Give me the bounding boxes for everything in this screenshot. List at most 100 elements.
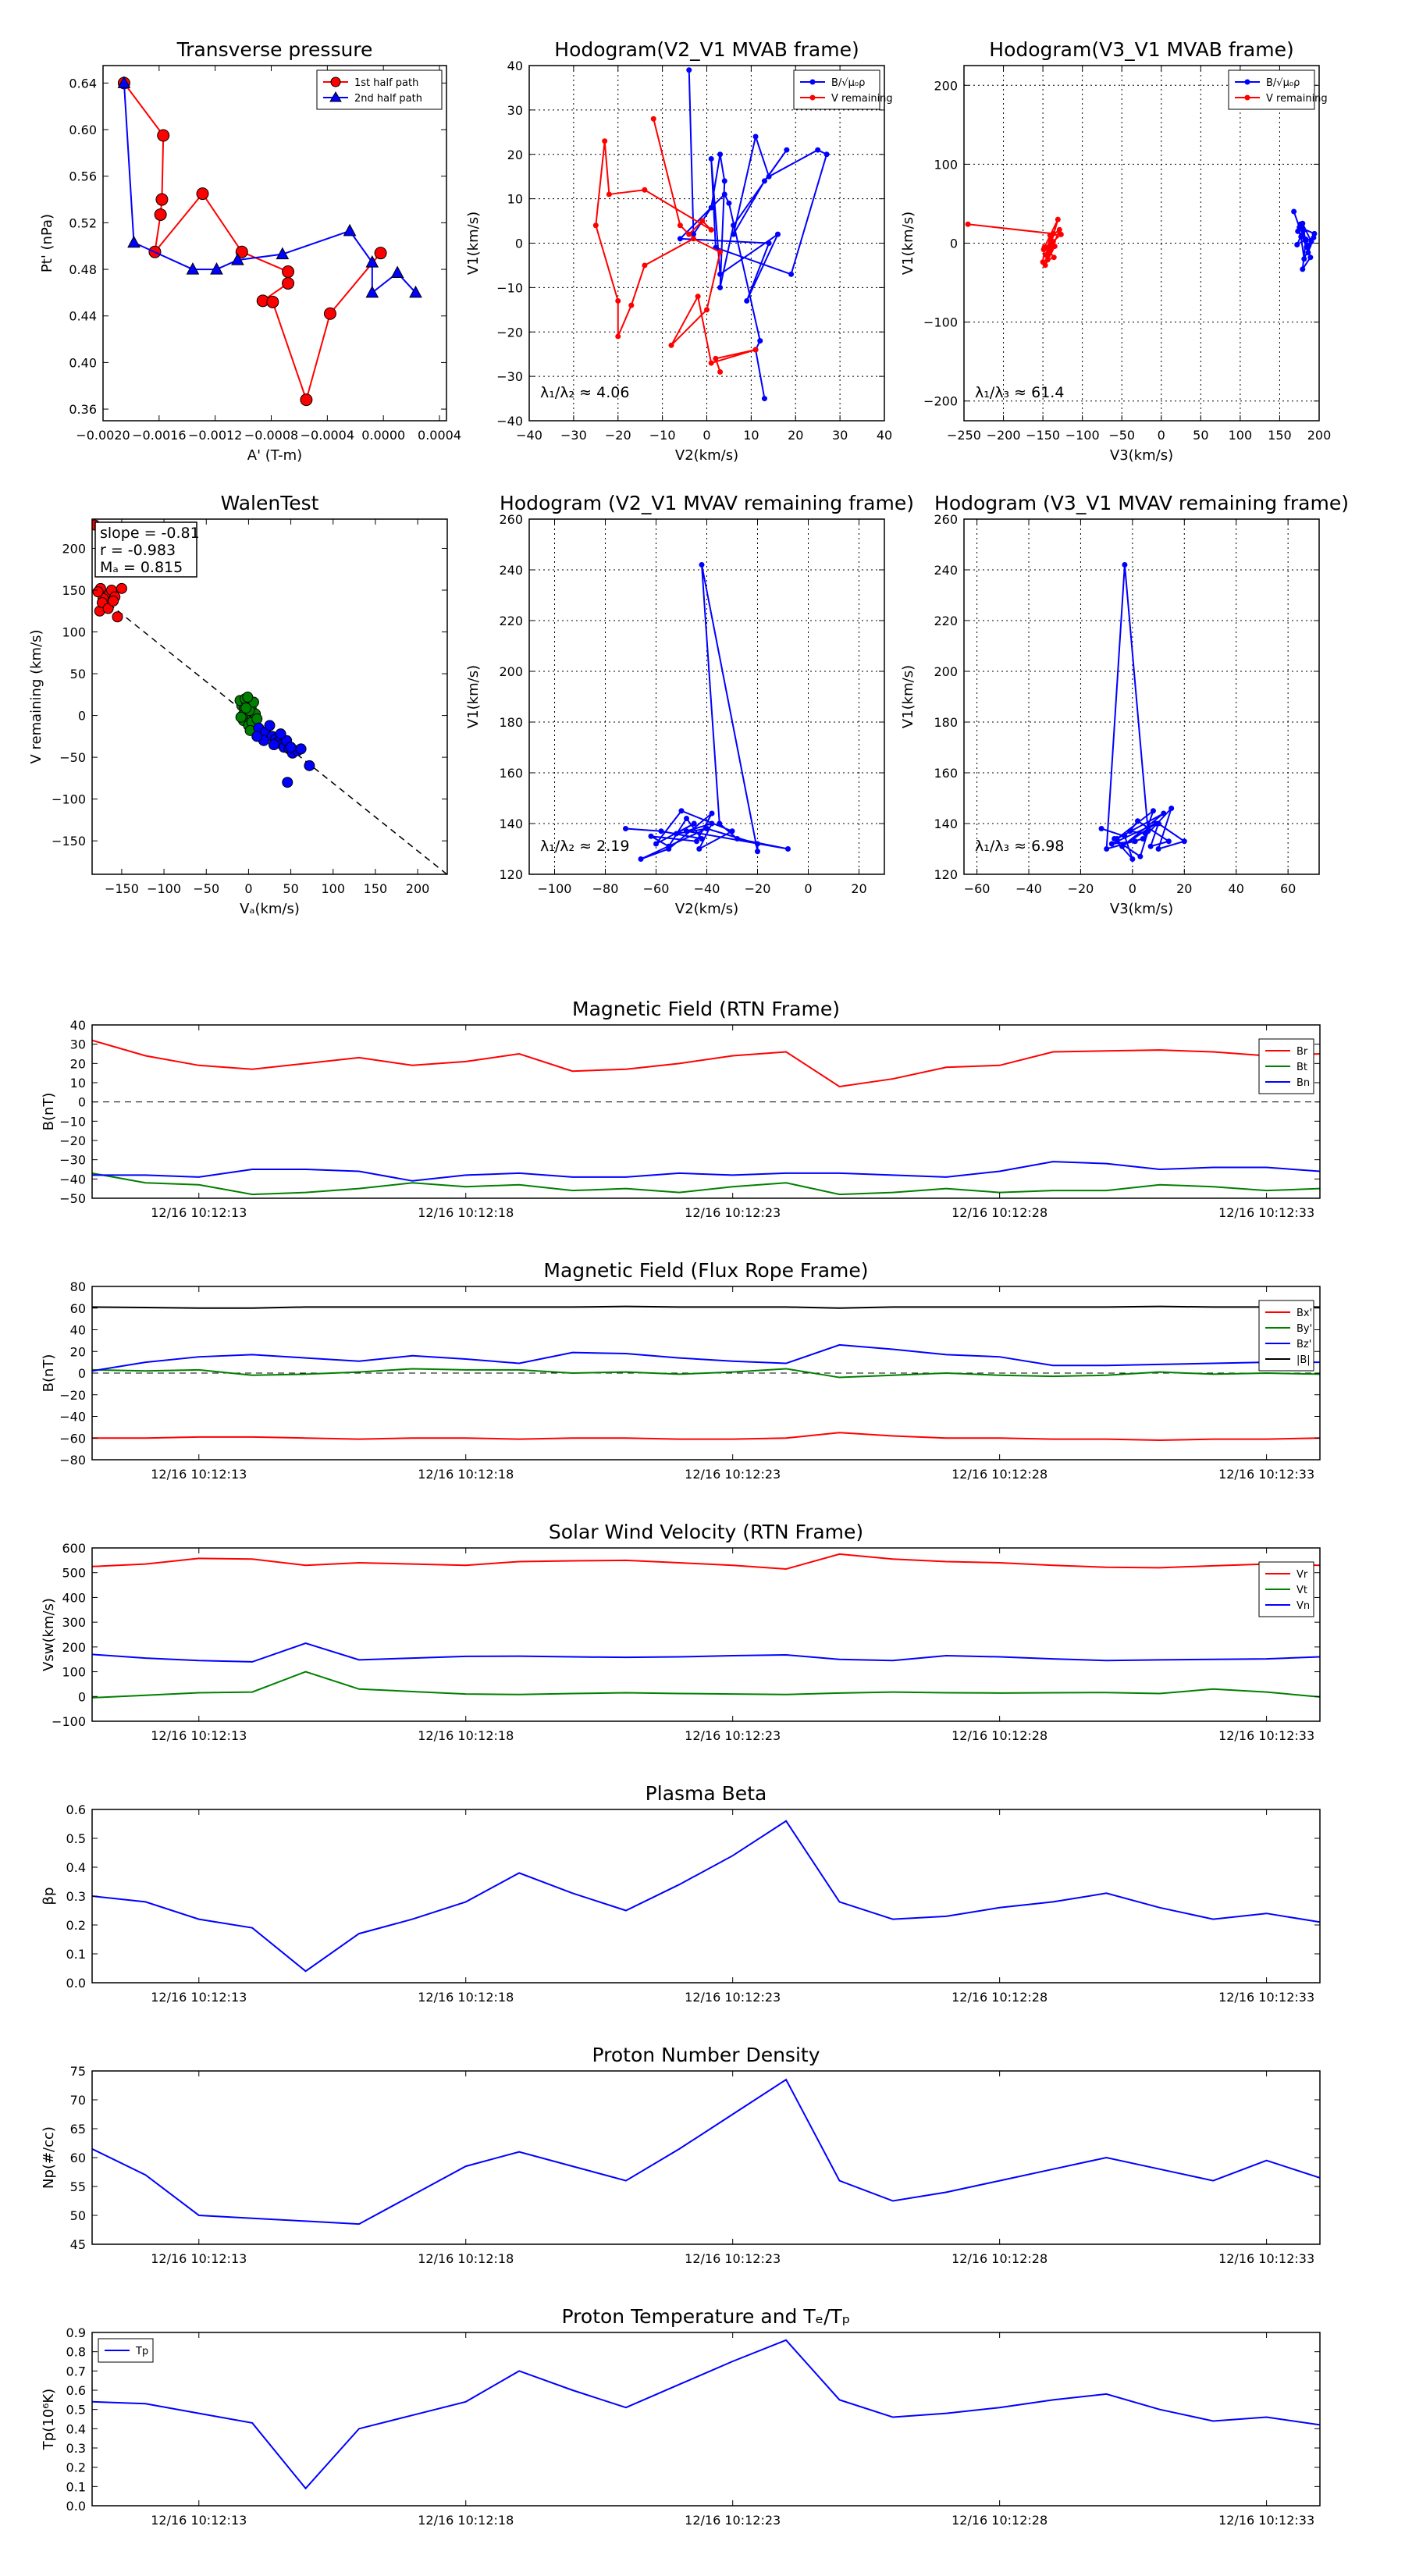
data-point	[1304, 244, 1310, 251]
y-tick-label: −200	[923, 394, 958, 409]
y-tick-label: 0.40	[69, 355, 97, 370]
walen-test-panel: WalenTest −150 −100 −50 0 50 100 150 200 −150 −100…	[28, 492, 448, 917]
y-tick-label: 0.48	[69, 262, 97, 277]
data-point	[117, 76, 131, 88]
axes-frame	[91, 2332, 1321, 2507]
y-tick-label: −80	[59, 1453, 86, 1468]
data-point	[231, 253, 244, 265]
data-point	[784, 147, 790, 153]
data-point	[678, 808, 685, 814]
x-tick-label: 12/16 10:12:18	[418, 2251, 514, 2266]
y-tick-label: 0.52	[69, 215, 97, 230]
data-point	[602, 138, 608, 144]
data-point	[606, 191, 612, 197]
data-point	[1122, 833, 1128, 839]
y-tick-label: 0.64	[69, 76, 97, 91]
legend-marker	[1244, 79, 1250, 85]
y-tick-label: 140	[934, 817, 958, 831]
series-line-Vt	[92, 1670, 1320, 1699]
axes-frame	[91, 1547, 1321, 1722]
y-tick-label: 150	[62, 583, 86, 598]
y-axis-label: V1(km/s)	[465, 212, 482, 275]
legend-label: Bz'	[1297, 1339, 1311, 1350]
data-point	[1140, 836, 1146, 841]
y-tick-label: 180	[499, 715, 523, 730]
axes-frame	[91, 518, 448, 875]
data-point	[186, 262, 200, 275]
eigenvalue-ratio-value: 2.19	[596, 838, 629, 855]
series-line-Bn	[92, 1161, 1320, 1182]
y-tick-label: 45	[70, 2237, 86, 2252]
data-point	[752, 133, 759, 140]
y-tick-label: 20	[70, 1344, 86, 1359]
y-tick-label: −20	[59, 1133, 86, 1148]
eigenvalue-ratio-prefix: λ₁/λ₃ ≈	[975, 838, 1031, 855]
y-tick-label: −100	[52, 1714, 86, 1729]
data-point	[242, 692, 254, 703]
y-tick-label: 60	[70, 1301, 86, 1316]
y-tick-label: 0.0	[66, 2499, 86, 2514]
data-point	[251, 713, 263, 724]
y-tick-label: 100	[934, 157, 958, 172]
x-tick-label: 12/16 10:12:33	[1218, 1990, 1314, 2005]
data-point	[1155, 846, 1161, 852]
data-point	[668, 342, 674, 348]
y-tick-label: 0.56	[69, 169, 97, 184]
eigenvalue-ratio: λ₁/λ₂ ≈ 4.06	[540, 384, 629, 401]
plot-area	[623, 562, 791, 862]
stats-line: slope = -0.81	[100, 525, 200, 542]
data-point	[677, 236, 683, 242]
plot-area	[92, 2339, 1320, 2490]
x-tick-label: −40	[694, 881, 720, 896]
data-point	[1153, 820, 1159, 827]
data-point	[708, 360, 714, 366]
y-tick-label: 65	[70, 2122, 86, 2137]
x-tick-label: 0	[1158, 428, 1165, 443]
data-point	[713, 355, 719, 361]
axes-frame	[91, 1809, 1321, 1984]
x-tick-label: −0.0012	[188, 428, 242, 443]
x-tick-label: 12/16 10:12:23	[685, 2251, 781, 2266]
x-tick-label: 12/16 10:12:28	[951, 2251, 1048, 2266]
data-point	[1055, 216, 1061, 222]
data-point	[823, 151, 830, 158]
y-tick-label: 30	[507, 103, 523, 118]
y-tick-label: 0	[78, 1366, 86, 1381]
magnetic-field-flux-rope-panel: Magnetic Field (Flux Rope Frame) 12/16 10…	[41, 1259, 1321, 1482]
x-tick-label: 12/16 10:12:23	[685, 1205, 781, 1220]
x-tick-label: 200	[406, 881, 430, 896]
y-tick-label: 80	[70, 1279, 86, 1294]
y-tick-label: 0.5	[66, 2403, 86, 2418]
x-tick-label: −40	[1016, 881, 1042, 896]
data-point	[295, 743, 307, 755]
y-tick-label: 180	[934, 715, 958, 730]
data-point	[729, 828, 735, 834]
y-tick-label: 160	[499, 766, 523, 781]
series-line-Bt	[92, 1172, 1320, 1196]
y-tick-label: 200	[62, 1640, 86, 1655]
legend-label: Vn	[1297, 1600, 1310, 1612]
y-tick-label: 0.9	[66, 2325, 86, 2340]
y-tick-label: 0	[950, 237, 958, 251]
data-point	[592, 222, 599, 229]
y-tick-label: 100	[62, 625, 86, 640]
y-tick-label: 200	[499, 664, 523, 679]
plot-area	[92, 1820, 1320, 1973]
eigenvalue-ratio-value: 4.06	[596, 384, 629, 401]
y-tick-label: 0.5	[66, 1831, 86, 1846]
data-point	[623, 826, 628, 831]
x-tick-label: 30	[832, 428, 848, 443]
data-point	[1043, 252, 1049, 258]
x-tick-label: 12/16 10:12:13	[151, 2251, 247, 2266]
data-point	[304, 760, 315, 771]
data-point	[276, 247, 290, 260]
data-point	[251, 731, 263, 742]
series-line-Np	[92, 2078, 1320, 2226]
magnetic-field-rtn-panel: Magnetic Field (RTN Frame) 12/16 10:12:13…	[41, 998, 1321, 1220]
y-tick-label: 0	[78, 1689, 86, 1704]
data-point	[196, 187, 209, 201]
series-line-Bx'	[92, 1432, 1320, 1442]
y-tick-label: 260	[934, 512, 958, 527]
eigenvalue-ratio: λ₁/λ₂ ≈ 2.19	[540, 838, 629, 855]
x-tick-label: 12/16 10:12:18	[418, 1467, 514, 1482]
